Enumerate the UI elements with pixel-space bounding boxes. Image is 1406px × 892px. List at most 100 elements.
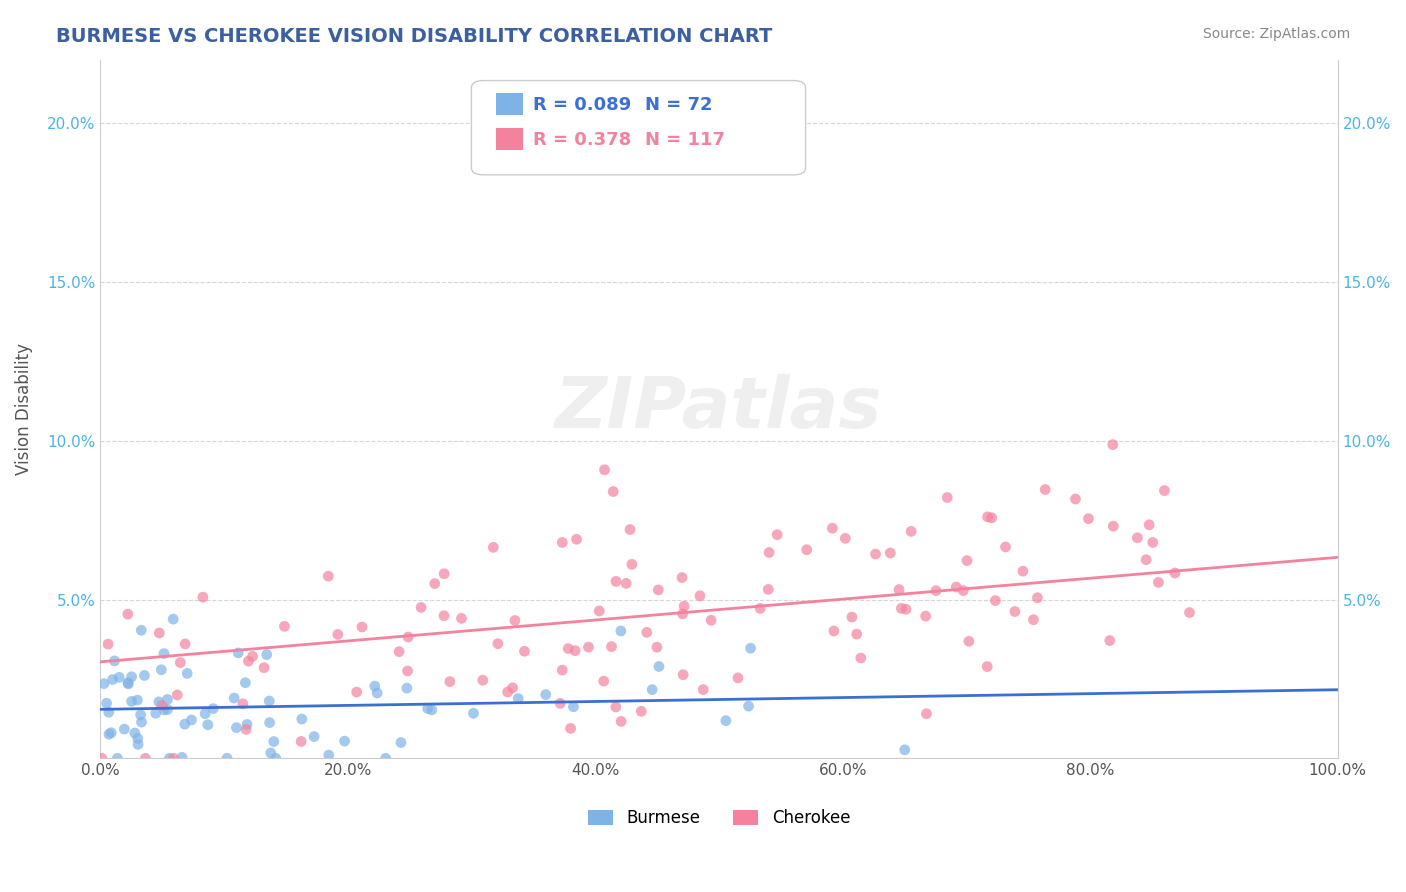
Point bbox=[471, 673, 494, 688]
Point bbox=[180, 713, 202, 727]
Point bbox=[957, 634, 980, 648]
Point bbox=[605, 700, 627, 714]
Point bbox=[592, 674, 614, 689]
Point bbox=[1012, 564, 1035, 578]
Point bbox=[131, 715, 153, 730]
Point bbox=[605, 574, 627, 589]
Point bbox=[689, 589, 711, 603]
Point bbox=[648, 659, 671, 673]
Point bbox=[714, 714, 737, 728]
Point bbox=[93, 676, 115, 690]
Point bbox=[645, 640, 668, 655]
Point bbox=[1064, 491, 1087, 506]
Point bbox=[845, 627, 868, 641]
FancyBboxPatch shape bbox=[471, 80, 806, 175]
Point bbox=[97, 705, 120, 719]
Point bbox=[936, 491, 959, 505]
Point bbox=[396, 630, 419, 644]
Point bbox=[894, 602, 917, 616]
Point bbox=[333, 734, 356, 748]
Point bbox=[202, 701, 225, 715]
Point bbox=[1137, 517, 1160, 532]
Point bbox=[1164, 566, 1187, 580]
Point bbox=[636, 625, 658, 640]
Point bbox=[291, 712, 314, 726]
Point bbox=[162, 751, 184, 765]
Point bbox=[153, 647, 176, 661]
Point bbox=[263, 734, 285, 748]
Point bbox=[1098, 633, 1121, 648]
Point bbox=[841, 610, 863, 624]
Point bbox=[1033, 483, 1056, 497]
Point bbox=[976, 509, 998, 524]
Point bbox=[766, 527, 789, 541]
Point bbox=[153, 703, 176, 717]
Point bbox=[162, 612, 184, 626]
Point bbox=[170, 750, 193, 764]
Text: BURMESE VS CHEROKEE VISION DISABILITY CORRELATION CHART: BURMESE VS CHEROKEE VISION DISABILITY CO… bbox=[56, 27, 773, 45]
Point bbox=[242, 649, 264, 664]
Point bbox=[100, 725, 122, 739]
Point bbox=[215, 751, 238, 765]
Point bbox=[350, 620, 373, 634]
Point bbox=[117, 607, 139, 622]
Point bbox=[486, 637, 509, 651]
Point bbox=[548, 697, 571, 711]
Point bbox=[129, 624, 152, 638]
Point bbox=[105, 751, 128, 765]
Point bbox=[117, 677, 139, 691]
Point bbox=[984, 593, 1007, 607]
Point bbox=[256, 648, 278, 662]
Point bbox=[117, 675, 139, 690]
Point bbox=[395, 681, 418, 695]
Point bbox=[396, 664, 419, 678]
Point bbox=[1142, 535, 1164, 549]
Point bbox=[610, 624, 633, 638]
Point bbox=[980, 510, 1002, 524]
Point bbox=[232, 697, 254, 711]
Point bbox=[423, 576, 446, 591]
Y-axis label: Vision Disability: Vision Disability bbox=[15, 343, 32, 475]
Point bbox=[260, 746, 283, 760]
Point bbox=[224, 691, 246, 706]
Point bbox=[671, 607, 693, 621]
Point bbox=[737, 699, 759, 714]
Point bbox=[129, 707, 152, 722]
Point bbox=[259, 715, 281, 730]
Point bbox=[890, 601, 912, 615]
Point bbox=[433, 566, 456, 581]
Point bbox=[865, 547, 887, 561]
Point bbox=[915, 706, 938, 721]
Point bbox=[641, 682, 664, 697]
Point bbox=[647, 582, 669, 597]
Point bbox=[253, 661, 276, 675]
Point bbox=[956, 553, 979, 567]
Point bbox=[1102, 519, 1125, 533]
Point bbox=[176, 666, 198, 681]
Point bbox=[264, 751, 287, 765]
Point bbox=[409, 600, 432, 615]
Point bbox=[879, 546, 901, 560]
Text: ZIPatlas: ZIPatlas bbox=[555, 375, 883, 443]
Point bbox=[364, 679, 387, 693]
Point bbox=[600, 640, 623, 654]
Point bbox=[433, 608, 456, 623]
Text: N = 72: N = 72 bbox=[645, 96, 713, 114]
Point bbox=[557, 641, 579, 656]
Point bbox=[1178, 606, 1201, 620]
Point bbox=[502, 681, 524, 695]
Point bbox=[150, 698, 173, 713]
Point bbox=[112, 722, 135, 736]
Point bbox=[551, 535, 574, 549]
Point bbox=[169, 656, 191, 670]
Point bbox=[225, 721, 247, 735]
Point bbox=[945, 580, 967, 594]
Point bbox=[134, 668, 156, 682]
Point bbox=[103, 654, 125, 668]
Point bbox=[194, 706, 217, 721]
Point bbox=[226, 646, 249, 660]
Point bbox=[496, 685, 519, 699]
Point bbox=[610, 714, 633, 729]
Point bbox=[134, 751, 156, 765]
Point bbox=[508, 691, 530, 706]
